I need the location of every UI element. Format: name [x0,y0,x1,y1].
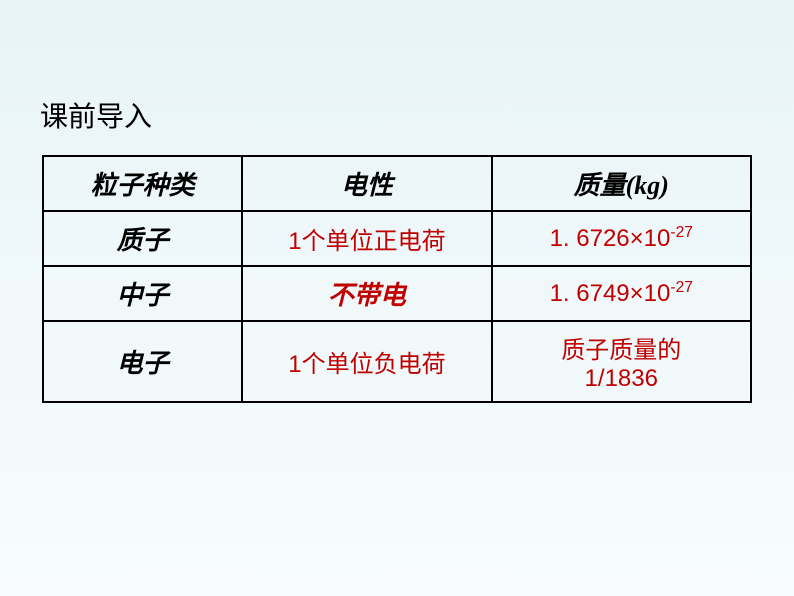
table-header-row: 粒子种类 电性 质量(kg) [43,156,751,211]
cell-mass: 质子质量的1/1836 [492,321,752,402]
table-row: 电子 1个单位负电荷 质子质量的1/1836 [43,321,751,402]
header-mass: 质量(kg) [492,156,752,211]
table-row: 中子 不带电 1. 6749×10-27 [43,266,751,321]
cell-charge: 不带电 [242,266,491,321]
slide-title: 课前导入 [40,95,754,135]
cell-charge: 1个单位负电荷 [242,321,491,402]
cell-mass: 1. 6749×10-27 [492,266,752,321]
slide-container: 课前导入 粒子种类 电性 质量(kg) 质子 1个单位正电荷 1. 6726×1… [0,0,794,403]
particle-table: 粒子种类 电性 质量(kg) 质子 1个单位正电荷 1. 6726×10-27 … [42,155,752,403]
header-charge: 电性 [242,156,491,211]
table-row: 质子 1个单位正电荷 1. 6726×10-27 [43,211,751,266]
cell-charge: 1个单位正电荷 [242,211,491,266]
header-particle-type: 粒子种类 [43,156,242,211]
cell-particle: 电子 [43,321,242,402]
cell-particle: 质子 [43,211,242,266]
cell-particle: 中子 [43,266,242,321]
cell-mass: 1. 6726×10-27 [492,211,752,266]
